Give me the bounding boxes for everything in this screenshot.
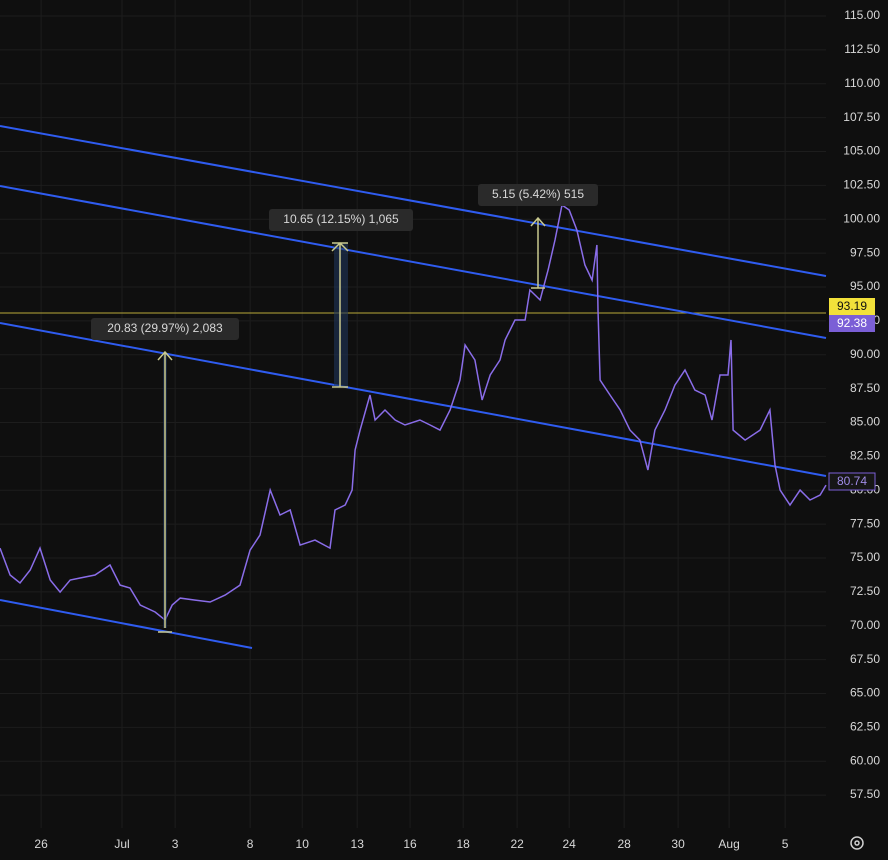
y-tick-label: 62.50 xyxy=(850,720,880,734)
trend-line xyxy=(0,322,827,477)
x-tick-label: 13 xyxy=(351,837,365,851)
y-tick-label: 57.50 xyxy=(850,787,880,801)
price-tag-label: 93.19 xyxy=(837,299,867,313)
trend-line xyxy=(0,125,827,277)
measure-arrow xyxy=(530,216,546,289)
measure-label: 5.15 (5.42%) 515 xyxy=(492,187,584,201)
y-tick-label: 107.50 xyxy=(843,110,880,124)
measure-arrow xyxy=(157,350,173,633)
x-tick-label: 16 xyxy=(403,837,417,851)
measure-label: 10.65 (12.15%) 1,065 xyxy=(283,212,399,226)
price-tag-label: 80.74 xyxy=(837,474,867,488)
price-tag xyxy=(829,298,875,315)
y-tick-label: 95.00 xyxy=(850,279,880,293)
x-tick-label: 28 xyxy=(617,837,631,851)
settings-icon[interactable] xyxy=(854,840,860,846)
x-tick-label: 3 xyxy=(172,837,179,851)
y-tick-label: 87.50 xyxy=(850,381,880,395)
y-tick-label: 110.00 xyxy=(844,76,880,90)
y-tick-label: 112.50 xyxy=(844,42,880,56)
x-tick-label: 22 xyxy=(510,837,524,851)
y-tick-label: 77.50 xyxy=(850,516,880,530)
y-tick-label: 105.00 xyxy=(843,144,880,158)
y-tick-label: 85.00 xyxy=(850,415,880,429)
y-tick-label: 75.00 xyxy=(850,550,880,564)
measure: 10.65 (12.15%) 1,065 xyxy=(269,209,413,388)
y-tick-label: 115.00 xyxy=(844,8,880,22)
x-tick-label: 30 xyxy=(671,837,685,851)
y-tick-label: 72.50 xyxy=(850,584,880,598)
x-tick-label: 18 xyxy=(457,837,471,851)
y-tick-label: 65.00 xyxy=(850,686,880,700)
y-tick-label: 100.00 xyxy=(843,211,880,225)
y-tick-label: 70.00 xyxy=(850,618,880,632)
y-tick-label: 82.50 xyxy=(850,449,880,463)
y-tick-label: 60.00 xyxy=(850,753,880,767)
x-tick-label: Jul xyxy=(114,837,129,851)
settings-icon[interactable] xyxy=(850,836,864,850)
measure-label: 20.83 (29.97%) 2,083 xyxy=(107,321,223,335)
x-tick-label: 5 xyxy=(782,837,789,851)
x-tick-label: 26 xyxy=(34,837,48,851)
x-tick-label: 10 xyxy=(296,837,310,851)
y-tick-label: 102.50 xyxy=(843,178,880,192)
measure: 20.83 (29.97%) 2,083 xyxy=(91,318,239,633)
y-tick-label: 97.50 xyxy=(850,245,880,259)
measure-label-box xyxy=(91,318,239,340)
x-tick-label: 8 xyxy=(247,837,254,851)
trend-line xyxy=(0,185,827,339)
price-tag xyxy=(828,472,876,491)
x-tick-label: Aug xyxy=(718,837,739,851)
y-tick-label: 90.00 xyxy=(850,347,880,361)
x-tick-label: 24 xyxy=(562,837,576,851)
y-tick-label: 67.50 xyxy=(850,652,880,666)
measure: 5.15 (5.42%) 515 xyxy=(478,184,598,289)
settings-button[interactable] xyxy=(850,836,864,850)
measure-area xyxy=(334,243,348,387)
price-tag-label: 92.38 xyxy=(837,316,867,330)
trend-line xyxy=(0,599,253,649)
price-tag xyxy=(829,315,875,332)
measure-arrow xyxy=(331,241,349,388)
measure-label-box xyxy=(478,184,598,206)
measure-label-box xyxy=(269,209,413,231)
